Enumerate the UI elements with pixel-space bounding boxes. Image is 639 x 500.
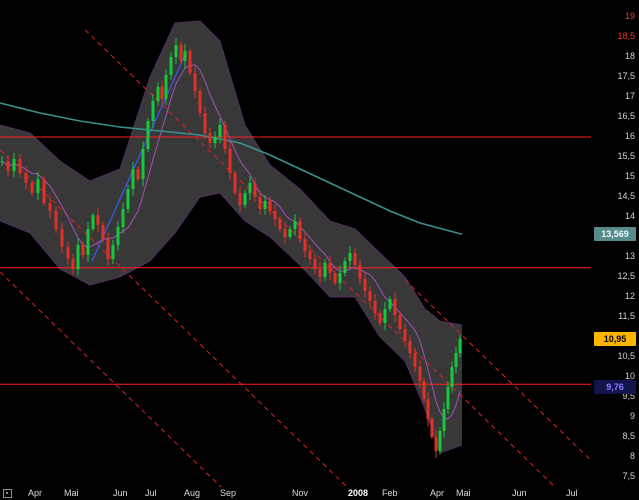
x-axis: Apr Mai Jun Jul Aug Sep Nov 2008 Feb Apr Mai Jun Jul [0, 487, 639, 500]
x-tick-label: Mai [456, 488, 471, 498]
x-tick-label: 2008 [348, 488, 369, 498]
horizontal-level-lines [0, 136, 591, 385]
y-axis: 1918,51817,51716,51615,51514,51413,51312… [592, 0, 639, 487]
y-tick-label: 8 [629, 451, 635, 461]
trend-line [84, 29, 556, 488]
y-tick-label: 9 [629, 411, 635, 421]
trend-line [0, 271, 222, 488]
candles-group [0, 38, 462, 459]
chart-corner-icon[interactable] [3, 489, 12, 498]
x-tick-label: Sep [220, 488, 237, 498]
y-tick-label: 19 [624, 11, 635, 21]
blue-trend-line [91, 54, 186, 262]
x-tick-label: Jul [145, 488, 157, 498]
x-tick-label: Feb [382, 488, 398, 498]
y-tick-label: 10 [624, 371, 635, 381]
y-tick-label: 16,5 [617, 111, 635, 121]
x-tick-label: Jun [512, 488, 527, 498]
trend-channel-lines [0, 29, 593, 488]
y-tick-label: 11,5 [618, 311, 635, 321]
volatility-band [0, 21, 462, 453]
last-price-badge: 10,95 [594, 332, 636, 346]
short-ma-line [1, 64, 461, 420]
y-tick-label: 12,5 [617, 271, 635, 281]
x-tick-label: Aug [184, 488, 201, 498]
y-tick-label: 10,5 [617, 351, 635, 361]
y-tick-label: 8,5 [622, 431, 635, 441]
x-tick-label: Jul [566, 488, 578, 498]
y-tick-label: 9,5 [622, 391, 635, 401]
y-tick-label: 7,5 [622, 471, 635, 481]
y-tick-label: 13 [624, 251, 635, 261]
trend-line [404, 279, 593, 462]
y-tick-label: 17,5 [617, 71, 635, 81]
y-tick-label: 14 [624, 211, 635, 221]
x-tick-label: Apr [430, 488, 445, 498]
x-tick-label: Mai [64, 488, 79, 498]
long-ma-line [0, 102, 463, 236]
x-tick-label: Nov [292, 488, 309, 498]
ma-value-badge: 13,569 [594, 227, 636, 242]
y-tick-label: 14,5 [617, 191, 635, 201]
y-tick-label: 16 [624, 131, 635, 141]
indicator-value-badge: 9,76 [594, 379, 636, 394]
y-tick-label: 12 [624, 291, 635, 301]
x-tick-label: Apr [28, 488, 43, 498]
y-tick-label: 17 [624, 91, 635, 101]
y-tick-label: 15 [624, 171, 635, 181]
x-tick-label: Jun [113, 488, 128, 498]
y-tick-label: 18 [624, 51, 635, 61]
band-lower-edge [0, 192, 463, 454]
band-upper-edge [0, 20, 463, 326]
y-tick-label: 18,5 [617, 31, 635, 41]
y-tick-label: 15,5 [617, 151, 635, 161]
